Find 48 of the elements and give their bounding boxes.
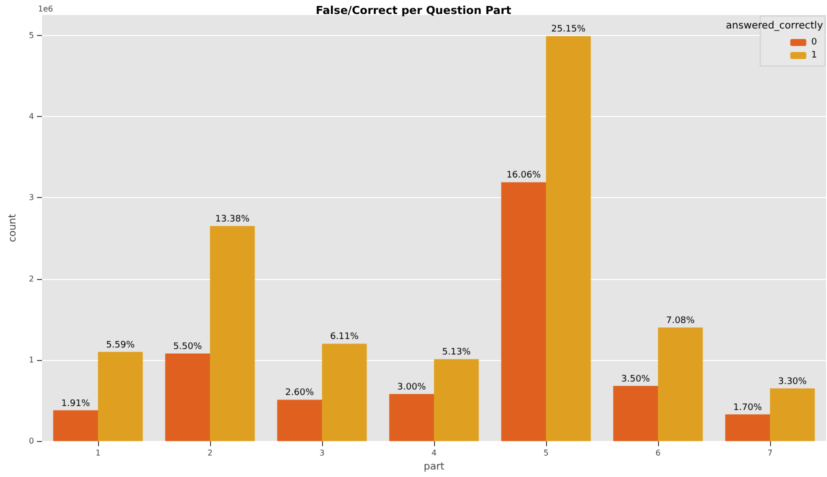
x-tick-label: 6 xyxy=(655,448,661,458)
annotation: 5.50% xyxy=(173,342,202,352)
annotation: 16.06% xyxy=(506,170,542,181)
y-tick-label: 4 xyxy=(28,112,34,121)
annotation: 3.50% xyxy=(621,374,650,384)
bar xyxy=(98,352,143,442)
chart-title: False/Correct per Question Part xyxy=(316,4,512,17)
annotation: 13.38% xyxy=(215,214,250,225)
annotation: 7.08% xyxy=(666,316,696,326)
bar xyxy=(165,353,210,442)
y-tick-label: 1 xyxy=(28,355,34,364)
annotation: 3.00% xyxy=(397,382,426,393)
bar xyxy=(389,394,434,442)
bar xyxy=(434,359,479,442)
y-tick-label: 2 xyxy=(28,274,34,284)
bar xyxy=(770,388,815,442)
x-tick-label: 3 xyxy=(319,448,325,458)
bar xyxy=(53,410,98,442)
bar xyxy=(501,182,546,442)
y-tick-label: 0 xyxy=(28,436,34,446)
y-tick-label: 3 xyxy=(28,193,34,202)
annotation: 2.60% xyxy=(285,388,314,398)
annotation: 3.30% xyxy=(778,376,808,387)
annotation: 6.11% xyxy=(330,332,360,342)
x-tick-label: 1 xyxy=(95,448,101,458)
bar xyxy=(210,226,255,442)
bar xyxy=(546,36,591,442)
x-tick-label: 5 xyxy=(543,448,549,458)
annotation: 1.70% xyxy=(733,402,762,413)
y-axis-title: count xyxy=(8,214,18,242)
legend-label: 0 xyxy=(811,38,818,48)
bar xyxy=(277,400,322,442)
x-tick-label: 2 xyxy=(207,448,213,458)
x-tick-label: 4 xyxy=(431,448,437,458)
y-tick-label: 5 xyxy=(28,30,34,40)
legend-label: 1 xyxy=(811,50,818,60)
annotation: 1.91% xyxy=(61,398,90,409)
annotation: 5.13% xyxy=(442,348,472,358)
legend-title: answered_correctly xyxy=(726,20,824,32)
annotation: 25.15% xyxy=(551,24,586,35)
bar xyxy=(322,344,367,442)
bar xyxy=(725,414,770,442)
bar xyxy=(658,327,703,442)
x-tick-label: 7 xyxy=(767,448,773,458)
annotation: 5.59% xyxy=(106,340,136,350)
bar xyxy=(613,386,658,442)
x-axis-title: part xyxy=(424,462,444,472)
text: 1e6 xyxy=(38,4,54,14)
